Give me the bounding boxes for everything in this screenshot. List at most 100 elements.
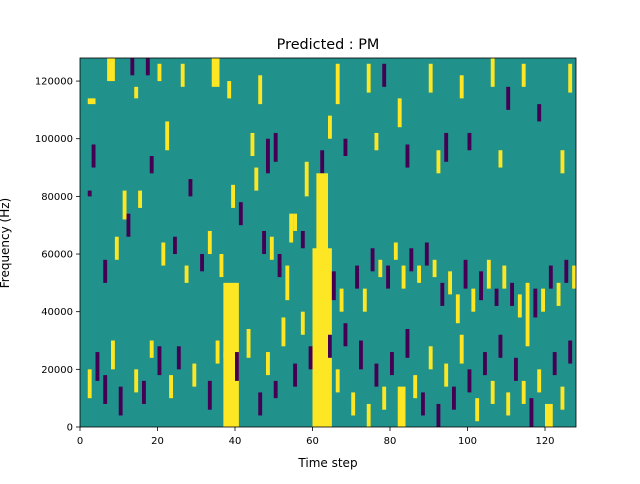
heatmap-cell [339, 288, 344, 312]
heatmap-cell [370, 248, 375, 272]
heatmap-cell [428, 346, 433, 370]
heatmap-cell [390, 352, 394, 376]
heatmap-cell [118, 386, 123, 416]
heatmap-cell [103, 259, 108, 283]
heatmap-cell [320, 375, 328, 404]
heatmap-cell [192, 363, 197, 387]
heatmap-cell [362, 288, 367, 312]
heatmap-cell [235, 352, 239, 381]
heatmap-cell [161, 242, 166, 266]
heatmap-cell [417, 265, 422, 283]
heatmap-cell [405, 328, 410, 358]
heatmap-cell [308, 346, 313, 370]
heatmap-cell [421, 392, 425, 416]
heatmap-cell [521, 63, 526, 87]
heatmap-cell [517, 294, 522, 318]
heatmap-cell [393, 242, 398, 260]
heatmap-cell [355, 265, 360, 289]
heatmap-cell [444, 363, 449, 387]
heatmap-cell [343, 138, 348, 157]
heatmap-cell [149, 340, 154, 358]
heatmap-cell [200, 254, 205, 272]
heatmap-cell [149, 156, 154, 174]
heatmap-cell [277, 254, 282, 278]
heatmap-cell [111, 340, 115, 370]
heatmap-cell [444, 132, 449, 162]
heatmap-cell [498, 334, 503, 358]
y-tick-label: 20000 [41, 365, 73, 376]
heatmap-cell [231, 184, 236, 208]
heatmap-cell [173, 236, 177, 255]
heatmap-cell [448, 271, 453, 295]
heatmap-cell [525, 282, 530, 347]
heatmap-cell [455, 294, 460, 324]
heatmap-cell [87, 369, 92, 399]
heatmap-cell [568, 340, 573, 364]
heatmap-cell [424, 242, 429, 266]
heatmap-cell [184, 265, 189, 283]
heatmap-cell [103, 375, 108, 404]
heatmap-cell [134, 86, 139, 99]
heatmap-cell [533, 288, 538, 318]
heatmap-cell [207, 380, 212, 410]
heatmap-cell [188, 179, 193, 197]
heatmap-cell [386, 265, 391, 289]
heatmap-cell [300, 311, 305, 335]
heatmap-cell [374, 363, 379, 387]
heatmap-cell [413, 375, 418, 399]
heatmap-cell [506, 86, 511, 110]
heatmap-cell [475, 398, 480, 422]
heatmap-cell [157, 63, 162, 82]
heatmap-cell [266, 352, 270, 376]
heatmap-cell [467, 369, 472, 393]
heatmap-cell [382, 63, 387, 87]
heatmap-cell [316, 173, 329, 255]
heatmap-cell [328, 115, 332, 139]
y-tick-label: 120000 [35, 77, 73, 88]
y-tick-label: 0 [67, 423, 73, 434]
heatmap-cell [293, 363, 298, 387]
heatmap-cell [502, 265, 507, 289]
x-tick-label: 40 [229, 436, 242, 447]
heatmap-cell [397, 386, 406, 427]
y-tick-label: 40000 [41, 307, 73, 318]
heatmap-cell [463, 259, 468, 289]
heatmap-cell [180, 63, 185, 87]
heatmap-cell [223, 282, 239, 358]
heatmap-cell [374, 132, 379, 151]
x-axis: 0 20 40 60 80 100 120 [77, 427, 555, 447]
heatmap-cell [157, 346, 162, 376]
heatmap-cell [134, 369, 139, 393]
heatmap-cell [452, 386, 456, 410]
heatmap-cell [246, 328, 251, 358]
heatmap-cell [548, 265, 553, 289]
heatmap-cell [490, 58, 495, 87]
heatmap-cell [215, 340, 220, 364]
heatmap-cell [510, 282, 515, 306]
heatmap-cell [494, 288, 499, 306]
heatmap-cell [227, 81, 232, 99]
heatmap-cell [238, 202, 243, 226]
heatmap-cell [351, 392, 356, 416]
y-tick-label: 80000 [41, 192, 73, 203]
heatmap-cell [300, 230, 305, 249]
heatmap-cell [490, 380, 495, 404]
x-axis-label: Time step [297, 456, 357, 470]
heatmap-cell [258, 392, 263, 416]
heatmap-cell [122, 190, 127, 220]
heatmap-cell [378, 259, 383, 278]
heatmap-cell [328, 334, 332, 358]
heatmap-cell [145, 58, 150, 76]
heatmap-cell [436, 403, 441, 427]
heatmap-cell [273, 380, 278, 399]
y-tick-label: 60000 [41, 250, 73, 261]
heatmap-cell [541, 288, 546, 312]
heatmap-cell [165, 121, 170, 151]
heatmap-cell [486, 259, 491, 289]
heatmap-cell [440, 282, 445, 306]
heatmap-cell [552, 352, 557, 376]
heatmap-cell [273, 132, 278, 162]
heatmap-cell [219, 254, 224, 278]
